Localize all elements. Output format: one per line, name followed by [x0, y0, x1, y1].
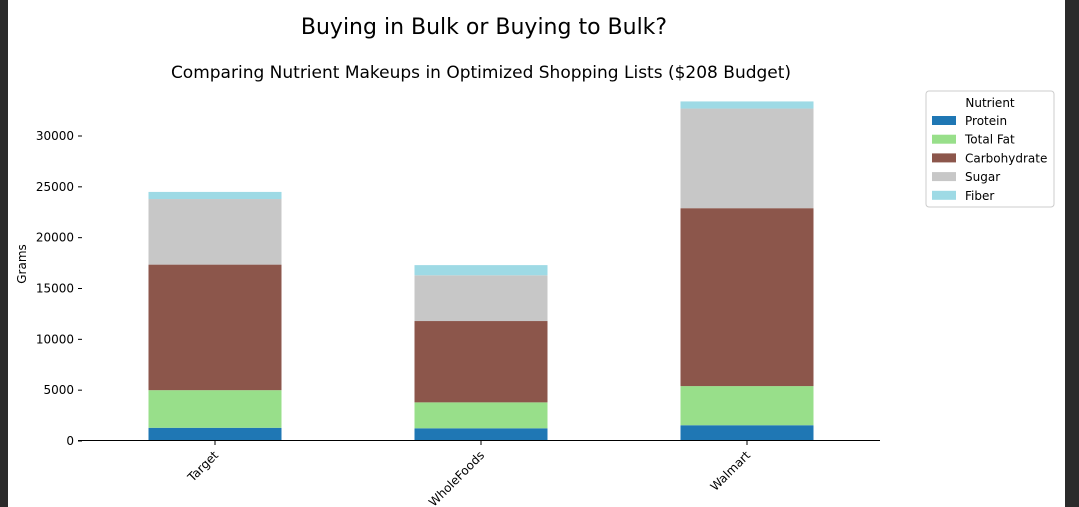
chart-title: Buying in Bulk or Buying to Bulk?	[301, 15, 667, 40]
x-axis: Target WholeFoods Walmart	[184, 441, 753, 507]
legend-swatch-protein	[932, 116, 956, 125]
bars-group	[148, 101, 814, 441]
y-tick-label: 0	[66, 434, 74, 448]
legend-swatch-carbohydrate	[932, 153, 956, 163]
x-tick-label-target: Target	[184, 448, 221, 485]
legend-swatch-total-fat	[932, 134, 956, 144]
y-tick-label: 20000	[36, 231, 74, 245]
legend-swatch-fiber	[932, 190, 956, 200]
x-tick-label-wholefoods: WholeFoods	[426, 448, 487, 507]
bar-segment-protein-walmart	[680, 425, 814, 441]
legend-label-sugar: Sugar	[965, 170, 1000, 184]
legend: Nutrient Protein Total Fat Carbohydrate Sug…	[925, 90, 1055, 208]
legend-title: Nutrient	[965, 96, 1015, 110]
window-right-edge	[1065, 0, 1079, 507]
bar-segment-carbohydrate-wholefoods	[414, 321, 548, 403]
y-axis-label: Grams	[15, 244, 29, 284]
bar-segment-carbohydrate-target	[148, 264, 282, 391]
bar-segment-protein-target	[148, 427, 282, 441]
legend-label-fiber: Fiber	[965, 189, 994, 203]
legend-label-total-fat: Total Fat	[964, 133, 1015, 147]
bar-segment-total-fat-walmart	[680, 386, 814, 426]
bar-segment-sugar-wholefoods	[414, 275, 548, 322]
bar-segment-sugar-target	[148, 199, 282, 265]
window-left-edge	[0, 0, 8, 507]
y-axis: 0 5000 10000 15000 20000 25000 30000	[36, 129, 82, 448]
bar-segment-carbohydrate-walmart	[680, 208, 814, 387]
bar-segment-sugar-walmart	[680, 108, 814, 209]
y-tick-label: 15000	[36, 282, 74, 296]
y-tick-label: 10000	[36, 332, 74, 346]
legend-label-carbohydrate: Carbohydrate	[965, 151, 1047, 165]
y-tick-label: 5000	[43, 383, 74, 397]
legend-box	[925, 90, 1055, 208]
bar-segment-fiber-walmart	[680, 101, 814, 109]
y-tick-label: 30000	[36, 129, 74, 143]
bar-segment-total-fat-target	[148, 390, 282, 428]
bar-segment-fiber-target	[148, 191, 282, 200]
x-tick-label-walmart: Walmart	[708, 448, 754, 494]
legend-label-protein: Protein	[965, 114, 1007, 128]
legend-swatch-sugar	[932, 172, 956, 182]
y-tick-label: 25000	[36, 180, 74, 194]
bar-segment-fiber-wholefoods	[414, 265, 548, 276]
bar-segment-total-fat-wholefoods	[414, 402, 548, 429]
bar-segment-protein-wholefoods	[414, 428, 548, 441]
chart-subtitle: Comparing Nutrient Makeups in Optimized …	[171, 63, 791, 83]
